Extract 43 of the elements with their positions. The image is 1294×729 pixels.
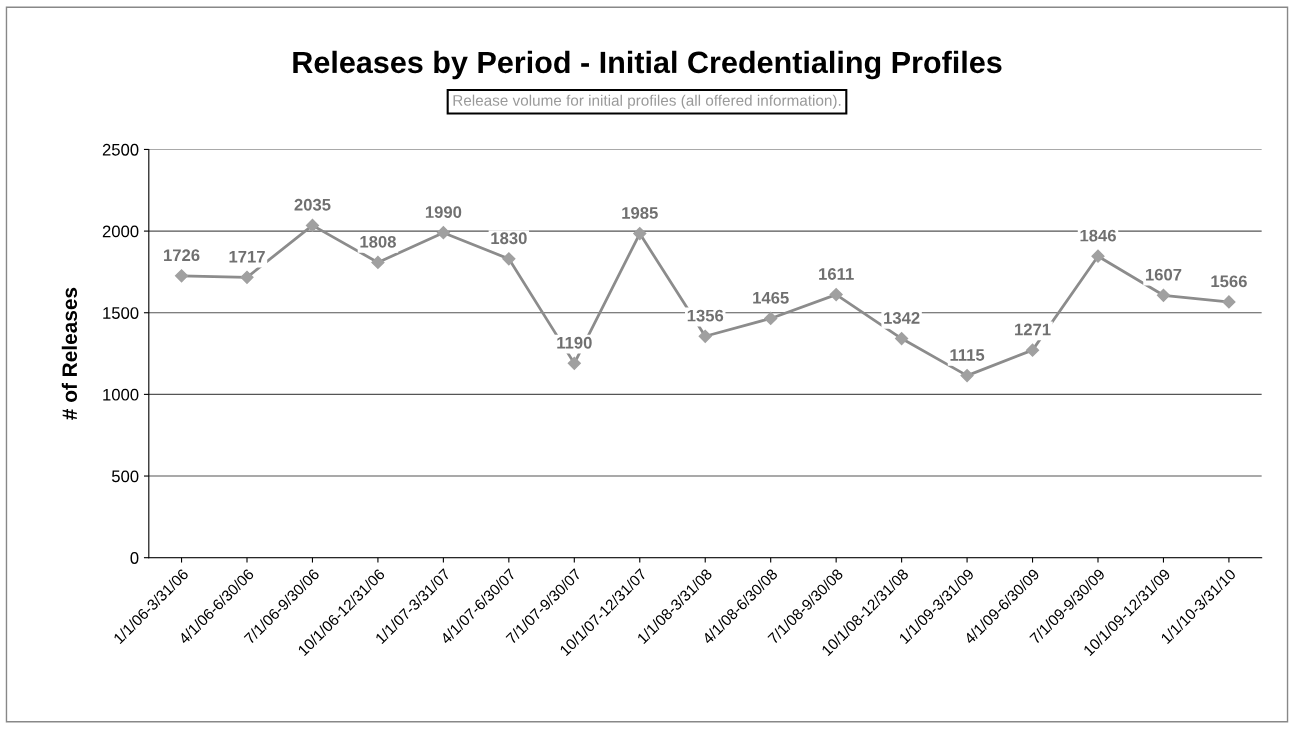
y-tick-label: 1500 [103, 307, 139, 319]
data-label: 1271 [1015, 323, 1051, 336]
point [371, 255, 385, 270]
chart-subtitle: Release volume for initial profiles (all offered information). [453, 94, 841, 109]
data-label: 1808 [360, 235, 396, 248]
y-axis-title: # of Releases [61, 287, 78, 420]
point [895, 331, 909, 346]
y-tick-label: 2500 [102, 143, 139, 156]
point [502, 252, 516, 266]
y-tick-label: 0 [130, 552, 139, 564]
point [960, 369, 974, 383]
data-label: 1846 [1080, 229, 1116, 242]
data-label: 1566 [1211, 275, 1247, 288]
data-label: 1465 [753, 291, 789, 304]
point [1025, 343, 1040, 357]
data-label: 1356 [687, 309, 724, 322]
data-label: 1115 [950, 349, 985, 361]
point [829, 288, 843, 302]
data-label: 1985 [622, 207, 658, 219]
data-label: 1342 [884, 312, 920, 324]
point [240, 270, 254, 284]
data-label: 1990 [425, 206, 462, 218]
y-tick-label: 2000 [102, 225, 139, 238]
data-label: 1726 [164, 249, 200, 262]
data-label: 2035 [294, 198, 331, 211]
data-label: 1830 [491, 232, 527, 245]
data-label: 1607 [1145, 268, 1182, 281]
data-label: 1611 [819, 268, 854, 280]
point [174, 269, 189, 283]
point [1156, 288, 1171, 302]
point [1091, 249, 1105, 263]
data-label: 1717 [229, 250, 265, 263]
point [305, 218, 320, 232]
point [764, 311, 778, 326]
point [698, 329, 712, 343]
data-label: 1190 [557, 336, 592, 349]
chart-title: Releases by Period - Initial Credentialing Profiles [293, 50, 1002, 80]
point [436, 226, 450, 240]
point [633, 226, 647, 241]
point [1222, 295, 1236, 309]
point [567, 356, 581, 370]
y-tick-label: 500 [111, 470, 139, 483]
y-tick-label: 1000 [103, 388, 139, 401]
